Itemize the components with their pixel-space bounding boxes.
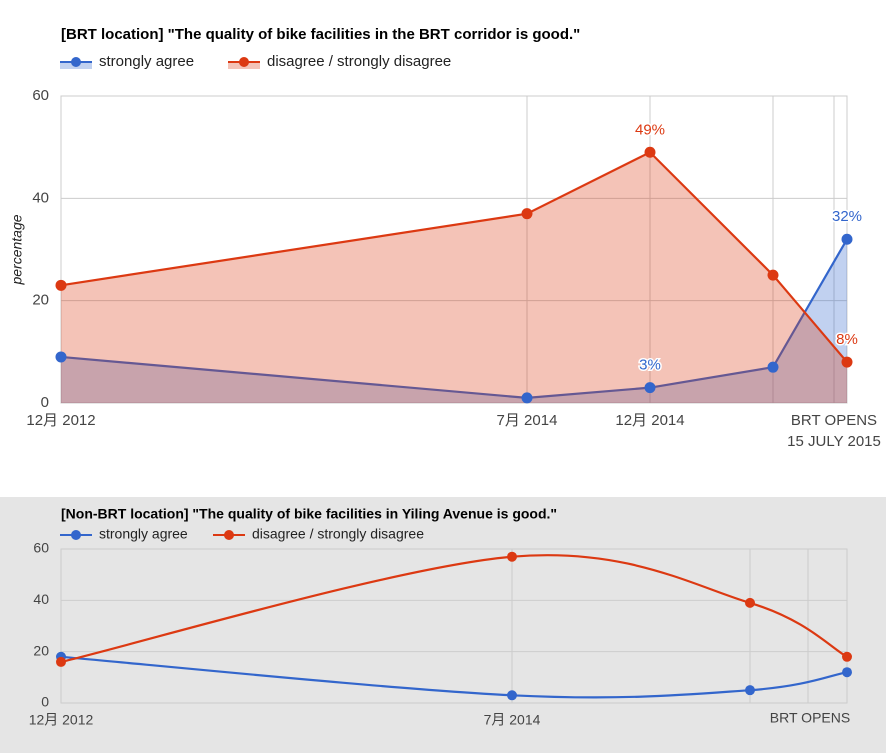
y-tick-label: 40 <box>33 591 49 607</box>
legend-label: strongly agree <box>99 53 194 70</box>
data-point <box>842 667 852 678</box>
y-tick-label: 20 <box>32 292 49 309</box>
data-point <box>55 279 67 291</box>
data-label: 8% <box>836 331 858 348</box>
legend-label: strongly agree <box>99 526 188 542</box>
data-label: 49% <box>635 121 665 138</box>
area-fill <box>61 152 847 403</box>
legend-marker <box>224 530 234 540</box>
data-point <box>507 551 517 562</box>
x-tick-label: 12月 2014 <box>615 412 684 429</box>
legend-label: disagree / strongly disagree <box>252 526 424 542</box>
y-tick-label: 0 <box>41 394 49 411</box>
x-tick-label: 7月 2014 <box>497 412 558 429</box>
data-point <box>55 351 67 363</box>
data-point <box>521 208 533 220</box>
annotation: BRT OPENS <box>770 710 850 726</box>
data-point <box>521 392 533 404</box>
annotation: 15 JULY 2015 <box>787 433 881 450</box>
series-line <box>60 554 848 664</box>
chart-title: [Non-BRT location] "The quality of bike … <box>61 506 557 522</box>
data-point <box>644 146 656 158</box>
legend-marker <box>239 57 249 67</box>
x-tick-label: 12月 2012 <box>26 412 95 429</box>
y-tick-label: 60 <box>33 540 49 556</box>
x-tick-label: 12月 2012 <box>29 712 94 728</box>
chart-background <box>0 497 886 753</box>
data-point <box>767 361 779 373</box>
chart-title: [BRT location] "The quality of bike faci… <box>61 26 580 43</box>
data-point <box>767 269 779 281</box>
legend-marker <box>71 57 81 67</box>
y-tick-label: 40 <box>32 189 49 206</box>
series-line <box>60 655 848 699</box>
data-point <box>644 382 656 394</box>
x-tick-label: 7月 2014 <box>484 712 541 728</box>
annotation: BRT OPENS <box>791 412 877 429</box>
legend-marker <box>71 530 81 540</box>
y-tick-label: 20 <box>33 642 49 658</box>
legend-label: disagree / strongly disagree <box>267 53 451 70</box>
data-point <box>507 690 517 701</box>
data-label: 3% <box>639 357 661 374</box>
y-tick-label: 0 <box>41 694 49 710</box>
data-point <box>841 356 853 368</box>
area-fill <box>61 239 847 403</box>
data-point <box>745 685 755 696</box>
data-point <box>842 651 852 662</box>
data-label: 32% <box>832 208 862 225</box>
y-tick-label: 60 <box>32 87 49 104</box>
data-point <box>56 656 66 667</box>
y-axis-label: percentage <box>9 214 25 285</box>
data-point <box>745 597 755 608</box>
data-point <box>841 233 853 245</box>
